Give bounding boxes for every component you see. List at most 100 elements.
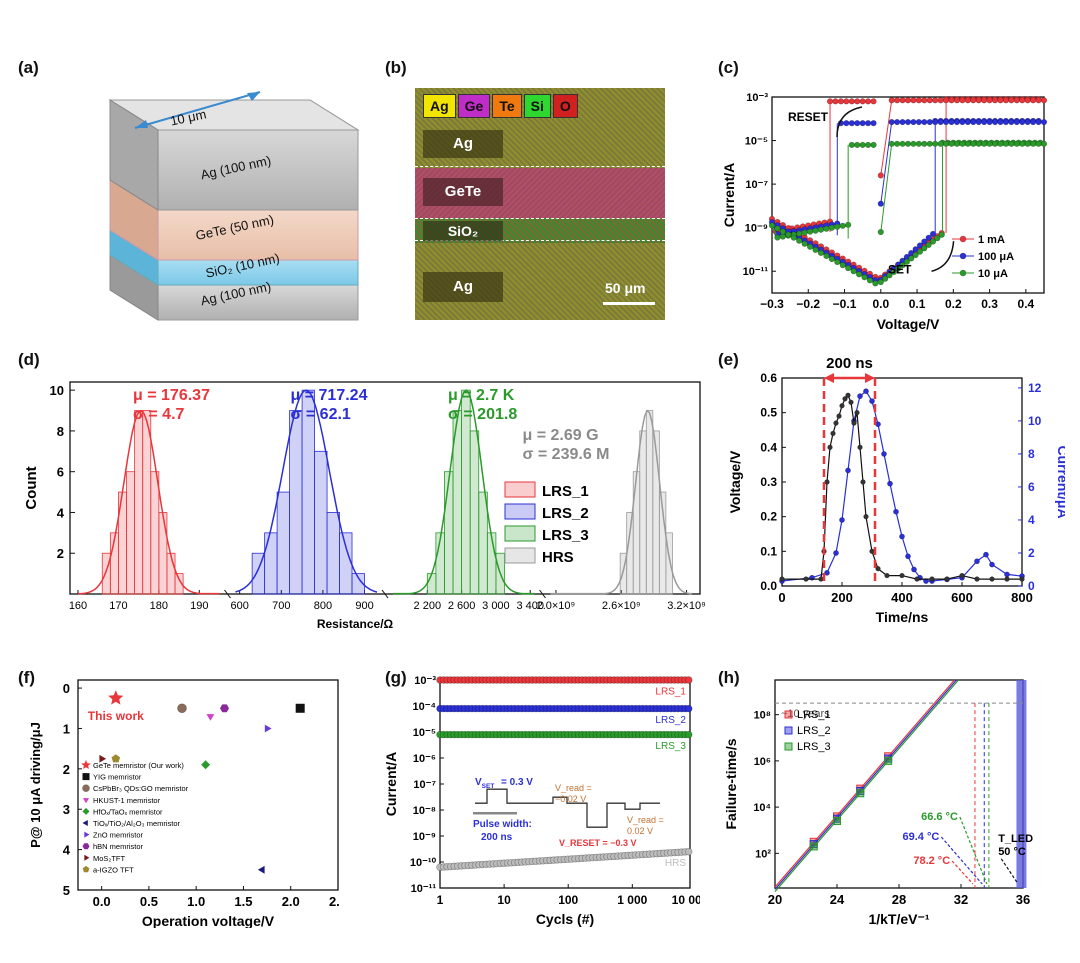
iv-point (1002, 118, 1010, 126)
iv-point (837, 98, 845, 105)
iv-point (854, 120, 861, 127)
iv-point (915, 118, 922, 126)
y-tick-label: 10² (755, 848, 771, 860)
iv-point (888, 118, 895, 126)
y-axis-label: P@ 10 μA driving/μJ (28, 722, 43, 848)
series-label-HRS: HRS (665, 858, 686, 869)
iv-point (848, 120, 855, 127)
chart-g-endurance: 1 10 100 1 000 10 000 10⁻³ 10⁻⁴ 10⁻⁵ 10⁻⁶ 10⁻⁷ 10⁻… (383, 675, 700, 927)
gaussian-fit-LRS_2 (235, 389, 378, 593)
iv-point (886, 272, 893, 279)
voltage-point (833, 420, 839, 426)
fit-line-LRS_1 (774, 679, 955, 888)
iv-point (910, 97, 917, 104)
iv-point (1019, 118, 1026, 126)
iv-point (801, 229, 808, 236)
voltage-point (869, 548, 875, 555)
x-tick-label: 0.0 (93, 894, 111, 909)
iv-point (1024, 97, 1031, 104)
iv-point (937, 97, 944, 104)
tled-value: 50 °C (998, 846, 1026, 858)
series-label-LRS_2: LRS_2 (655, 715, 686, 726)
iv-point (790, 234, 797, 241)
x-tick-label: 0.1 (909, 297, 926, 311)
legend-label-5: HfOₓ/TaOₓ memristor (93, 807, 163, 816)
histogram-bar-LRS_2 (264, 532, 278, 595)
iv-point (975, 140, 982, 147)
histogram-bar-HRS (639, 430, 647, 595)
y-tick-label: 10⁻⁵ (745, 136, 768, 148)
x-tick-label: 24 (830, 892, 845, 907)
iv-point (899, 140, 906, 147)
legend-marker-7 (84, 831, 90, 838)
iv-point (1013, 118, 1020, 126)
iv-point (877, 279, 884, 286)
iv-point (828, 224, 835, 231)
histogram-bar-LRS_1 (142, 410, 152, 595)
legend-label: LRS_3 (542, 527, 589, 544)
x-tick-label: 0.5 (140, 894, 158, 909)
y-tick-label: 10⁶ (754, 756, 771, 768)
data-point-4 (206, 714, 215, 721)
legend-marker-LRS_3 (784, 742, 793, 751)
y2-tick-label: 12 (1028, 381, 1042, 395)
iv-point (899, 118, 906, 126)
legend-marker-3 (82, 784, 90, 792)
x-axis-label: Time/ns (876, 609, 929, 625)
iv-point (870, 120, 877, 127)
histogram-bar-LRS_1 (174, 573, 184, 595)
iv-point (1008, 140, 1015, 147)
voltage-point (836, 413, 842, 419)
pulse-width-label: Pulse width: (473, 819, 532, 830)
y-tick-label: 0.1 (760, 544, 777, 558)
x-tick-label: 2.0 (282, 894, 300, 909)
y-tick-label: 10⁻⁶ (413, 753, 436, 765)
iv-point (848, 141, 855, 149)
fit-line-LRS_2 (774, 679, 957, 890)
iv-point (910, 118, 917, 126)
voltage-point (803, 576, 809, 582)
histogram-bar-LRS_2 (314, 450, 328, 595)
x-tick-label: 2.5 (329, 894, 340, 909)
annotation-reset: RESET (788, 110, 829, 124)
y-axis-label: Voltage/V (727, 450, 743, 513)
voltage-point (848, 399, 854, 405)
iv-point (796, 230, 803, 237)
iv-point (848, 98, 855, 105)
histogram-bar-LRS_2 (289, 410, 303, 595)
voltage-point (779, 576, 785, 582)
iv-point (929, 238, 937, 245)
iv-point (1035, 118, 1042, 126)
histogram-bar-LRS_2 (276, 491, 291, 595)
y-tick-label: 10⁻⁷ (413, 779, 436, 791)
legend-marker (959, 235, 967, 243)
x-tick-label: 1.0 (187, 894, 205, 909)
legend-label-8: hBN memristor (93, 842, 144, 851)
iv-point (785, 231, 792, 238)
legend-label: 1 mA (978, 234, 1005, 246)
data-point-9 (99, 754, 107, 763)
histogram-bar-HRS (645, 410, 654, 595)
element-chip-si: Si (523, 94, 551, 118)
y-tick-label: 0.2 (760, 510, 777, 524)
iv-point (932, 97, 939, 104)
element-legend: Ag Ge Te Si O (423, 94, 578, 118)
legend-label-9: MoS₂TFT (93, 854, 125, 863)
y-tick-label: 10⁻³ (414, 675, 436, 687)
panel-label-f: (f) (18, 668, 35, 687)
legend-label-1: GeTe memristor (Our work) (93, 761, 184, 770)
voltage-point (989, 576, 995, 582)
current-point (923, 578, 929, 584)
iv-point (1008, 118, 1015, 126)
iv-point (921, 140, 928, 147)
iv-line-100 μA (880, 121, 1044, 204)
x-tick-label: 2 200 (414, 600, 442, 612)
temp-label-LRS_3: 66.6 °C (921, 811, 958, 823)
iv-point (948, 118, 955, 126)
voltage-point (929, 576, 935, 582)
legend-marker-5 (82, 807, 90, 815)
iv-point (882, 275, 889, 282)
legend-label: HRS (542, 549, 574, 566)
x-tick-label: 3 000 (482, 600, 510, 612)
iv-point (921, 97, 928, 104)
